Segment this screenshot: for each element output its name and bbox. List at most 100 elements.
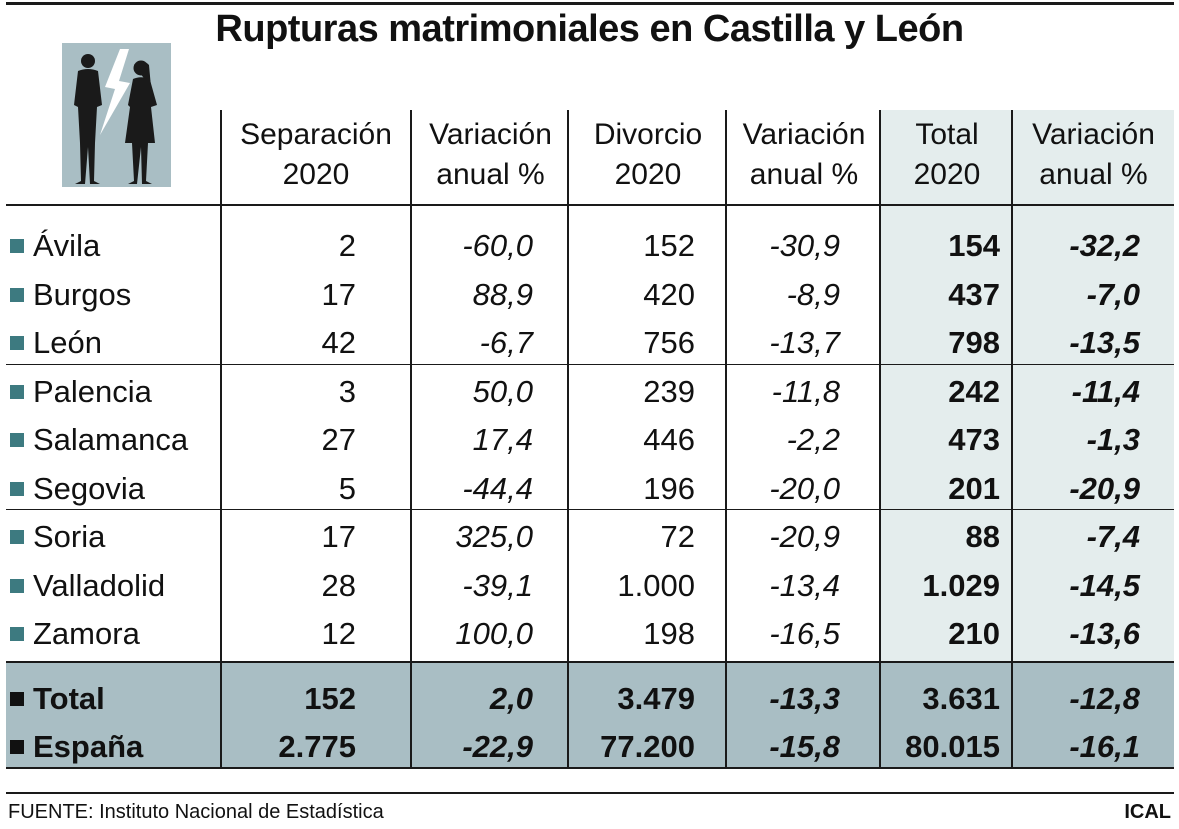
cell-variacion-divorcio: -2,2 xyxy=(786,422,840,457)
row-name: Segovia xyxy=(33,470,146,506)
cell-variacion-total: -32,2 xyxy=(1069,228,1140,263)
cell-total: 201 xyxy=(948,470,1000,506)
cell-separacion: 2.775 xyxy=(278,729,356,764)
cell-variacion-total: -20,9 xyxy=(1069,470,1140,506)
cell-variacion-total: -7,4 xyxy=(1086,519,1140,554)
top-rule xyxy=(6,2,1174,5)
cell-divorcio: 152 xyxy=(643,228,695,263)
cell-variacion-divorcio: -8,9 xyxy=(786,276,840,312)
cell-total: 3.631 xyxy=(922,680,1000,716)
row-name: Ávila xyxy=(33,228,101,263)
cell-separacion: 2 xyxy=(338,228,356,263)
square-bullet-icon xyxy=(10,239,24,253)
cell-total: 154 xyxy=(948,228,1000,263)
square-bullet-icon xyxy=(10,578,24,593)
cell-separacion: 28 xyxy=(321,567,356,603)
bottom-rule xyxy=(6,792,1174,794)
row-name: Salamanca xyxy=(33,422,189,457)
row-name: Total xyxy=(33,680,105,716)
couple-breakup-silhouette-icon xyxy=(62,43,171,187)
row-name: España xyxy=(33,729,144,764)
cell-variacion-separacion: -60,0 xyxy=(462,228,533,263)
square-bullet-icon xyxy=(10,336,24,350)
cell-separacion: 27 xyxy=(321,422,356,457)
row-label: España xyxy=(10,723,215,771)
cell-total: 1.029 xyxy=(922,567,1000,603)
cell-separacion: 17 xyxy=(321,276,356,312)
column-divider xyxy=(1011,110,1013,768)
cell-separacion: 12 xyxy=(321,616,356,651)
cell-divorcio: 77.200 xyxy=(600,729,695,764)
header-total: Total 2020 xyxy=(913,118,981,191)
square-bullet-icon xyxy=(10,740,24,754)
row-name: Palencia xyxy=(33,373,152,409)
cell-total: 242 xyxy=(948,373,1000,409)
column-divider xyxy=(879,110,881,768)
row-label: Segovia xyxy=(10,465,215,513)
cell-divorcio: 3.479 xyxy=(617,680,695,716)
cell-variacion-divorcio: -30,9 xyxy=(769,228,840,263)
header-variacion-total: Variación anual % xyxy=(1032,118,1155,191)
row-label: León xyxy=(10,319,215,367)
cell-variacion-total: -16,1 xyxy=(1069,729,1140,764)
cell-variacion-separacion: -44,4 xyxy=(462,470,533,506)
cell-variacion-divorcio: -13,7 xyxy=(769,325,840,360)
cell-divorcio: 420 xyxy=(643,276,695,312)
column-divider xyxy=(725,110,727,768)
cell-separacion: 152 xyxy=(304,680,356,716)
square-bullet-icon xyxy=(10,627,24,641)
summary-rule xyxy=(6,661,1174,663)
agency-credit: ICAL xyxy=(1124,801,1171,823)
row-name: Zamora xyxy=(33,616,140,651)
cell-total: 80.015 xyxy=(905,729,1000,764)
cell-variacion-total: -13,5 xyxy=(1069,325,1140,360)
row-label: Soria xyxy=(10,513,215,561)
row-name: Burgos xyxy=(33,276,132,312)
cell-separacion: 3 xyxy=(338,373,356,409)
square-bullet-icon xyxy=(10,384,24,399)
cell-variacion-divorcio: -20,0 xyxy=(769,470,840,506)
column-divider xyxy=(410,110,412,768)
cell-variacion-separacion: -39,1 xyxy=(462,567,533,603)
row-label: Burgos xyxy=(10,271,215,319)
row-name: Soria xyxy=(33,519,106,554)
row-label: Valladolid xyxy=(10,562,215,610)
group-rule xyxy=(6,509,1174,510)
cell-divorcio: 239 xyxy=(643,373,695,409)
cell-total: 437 xyxy=(948,276,1000,312)
cell-variacion-divorcio: -13,3 xyxy=(769,680,840,716)
cell-total: 88 xyxy=(965,519,1000,554)
row-label: Salamanca xyxy=(10,416,215,464)
column-divider xyxy=(567,110,569,768)
cell-variacion-separacion: 17,4 xyxy=(472,422,533,457)
cell-variacion-divorcio: -16,5 xyxy=(769,616,840,651)
square-bullet-icon xyxy=(10,287,24,302)
cell-divorcio: 1.000 xyxy=(617,567,695,603)
total-column-fill xyxy=(881,110,1174,662)
cell-separacion: 42 xyxy=(321,325,356,360)
cell-divorcio: 198 xyxy=(643,616,695,651)
cell-variacion-divorcio: -11,8 xyxy=(771,373,840,409)
cell-variacion-total: -14,5 xyxy=(1069,567,1140,603)
cell-total: 210 xyxy=(948,616,1000,651)
header-divorcio: Divorcio 2020 xyxy=(593,118,703,191)
table-bottom-rule xyxy=(6,767,1174,769)
header-variacion-divorcio: Variación anual % xyxy=(742,118,866,191)
cell-variacion-divorcio: -13,4 xyxy=(769,567,840,603)
cell-separacion: 17 xyxy=(321,519,356,554)
row-name: Valladolid xyxy=(33,567,166,603)
cell-variacion-divorcio: -20,9 xyxy=(769,519,840,554)
cell-divorcio: 446 xyxy=(643,422,695,457)
cell-variacion-divorcio: -15,8 xyxy=(769,729,840,764)
row-label: Total xyxy=(10,675,215,723)
row-label: Ávila xyxy=(10,222,215,270)
group-rule xyxy=(6,363,1174,365)
header-separacion: Separación 2020 xyxy=(240,118,392,191)
cell-variacion-total: -11,4 xyxy=(1071,373,1140,409)
cell-variacion-total: -1,3 xyxy=(1086,422,1140,457)
cell-divorcio: 72 xyxy=(660,519,695,554)
cell-divorcio: 756 xyxy=(643,325,695,360)
row-label: Zamora xyxy=(10,610,215,658)
cell-variacion-separacion: -6,7 xyxy=(479,325,533,360)
